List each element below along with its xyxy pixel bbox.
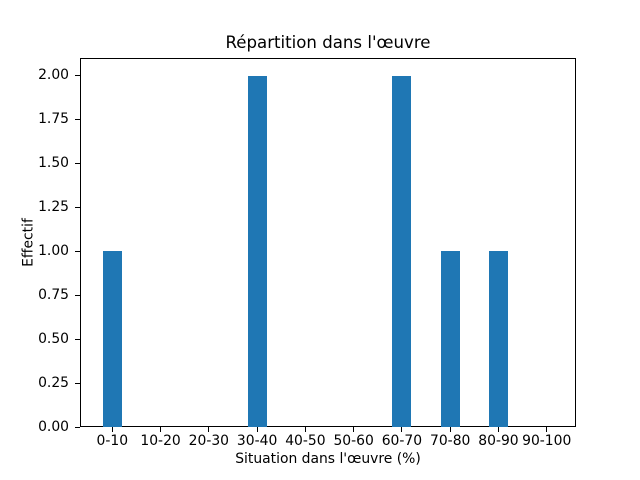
x-tick-label: 90-100 [522, 433, 572, 449]
y-tick-mark [75, 119, 80, 120]
x-tick-label: 60-70 [381, 433, 423, 449]
chart-title: Répartition dans l'œuvre [225, 33, 431, 52]
y-tick-label: 0.50 [38, 330, 69, 347]
y-tick-mark [75, 162, 80, 164]
bar-70-80 [440, 251, 460, 427]
y-tick-label: 1.50 [38, 154, 69, 171]
x-tick-mark [353, 427, 355, 432]
x-tick-label: 70-80 [430, 433, 471, 449]
y-tick-mark [75, 250, 80, 252]
x-tick-label: 0-10 [96, 433, 129, 449]
bar-0-10 [102, 251, 122, 427]
x-tick-label: 40-50 [285, 433, 326, 449]
y-tick-mark [75, 294, 80, 296]
x-tick-mark [449, 427, 451, 432]
bar-60-70 [392, 75, 412, 427]
x-axis-label: Situation dans l'œuvre (%) [235, 451, 421, 467]
y-tick-label: 0.00 [38, 418, 69, 435]
x-tick-mark [401, 427, 403, 432]
y-tick-mark [75, 75, 80, 77]
y-tick-label: 1.25 [38, 198, 69, 215]
y-tick-mark [75, 426, 80, 428]
y-tick-label: 0.75 [38, 286, 69, 303]
bar-30-40 [247, 75, 267, 427]
x-tick-label: 30-40 [236, 433, 278, 449]
x-tick-label: 50-60 [333, 433, 374, 449]
y-tick-mark [75, 382, 80, 384]
x-tick-mark [256, 427, 258, 432]
x-tick-mark [208, 427, 210, 432]
y-tick-mark [75, 338, 80, 340]
x-tick-mark [304, 427, 306, 432]
x-tick-mark [497, 427, 499, 432]
x-tick-mark [111, 427, 113, 432]
y-tick-label: 1.75 [38, 111, 69, 127]
x-tick-label: 80-90 [478, 433, 519, 449]
y-tick-mark [75, 206, 80, 208]
y-tick-label: 0.25 [38, 374, 69, 391]
x-tick-label: 20-30 [188, 433, 230, 449]
x-tick-mark [546, 427, 548, 432]
x-tick-mark [160, 427, 162, 432]
bar-80-90 [488, 251, 508, 427]
x-tick-label: 10-20 [140, 433, 181, 449]
y-tick-label: 2.00 [38, 67, 69, 84]
y-tick-label: 1.00 [38, 242, 69, 259]
